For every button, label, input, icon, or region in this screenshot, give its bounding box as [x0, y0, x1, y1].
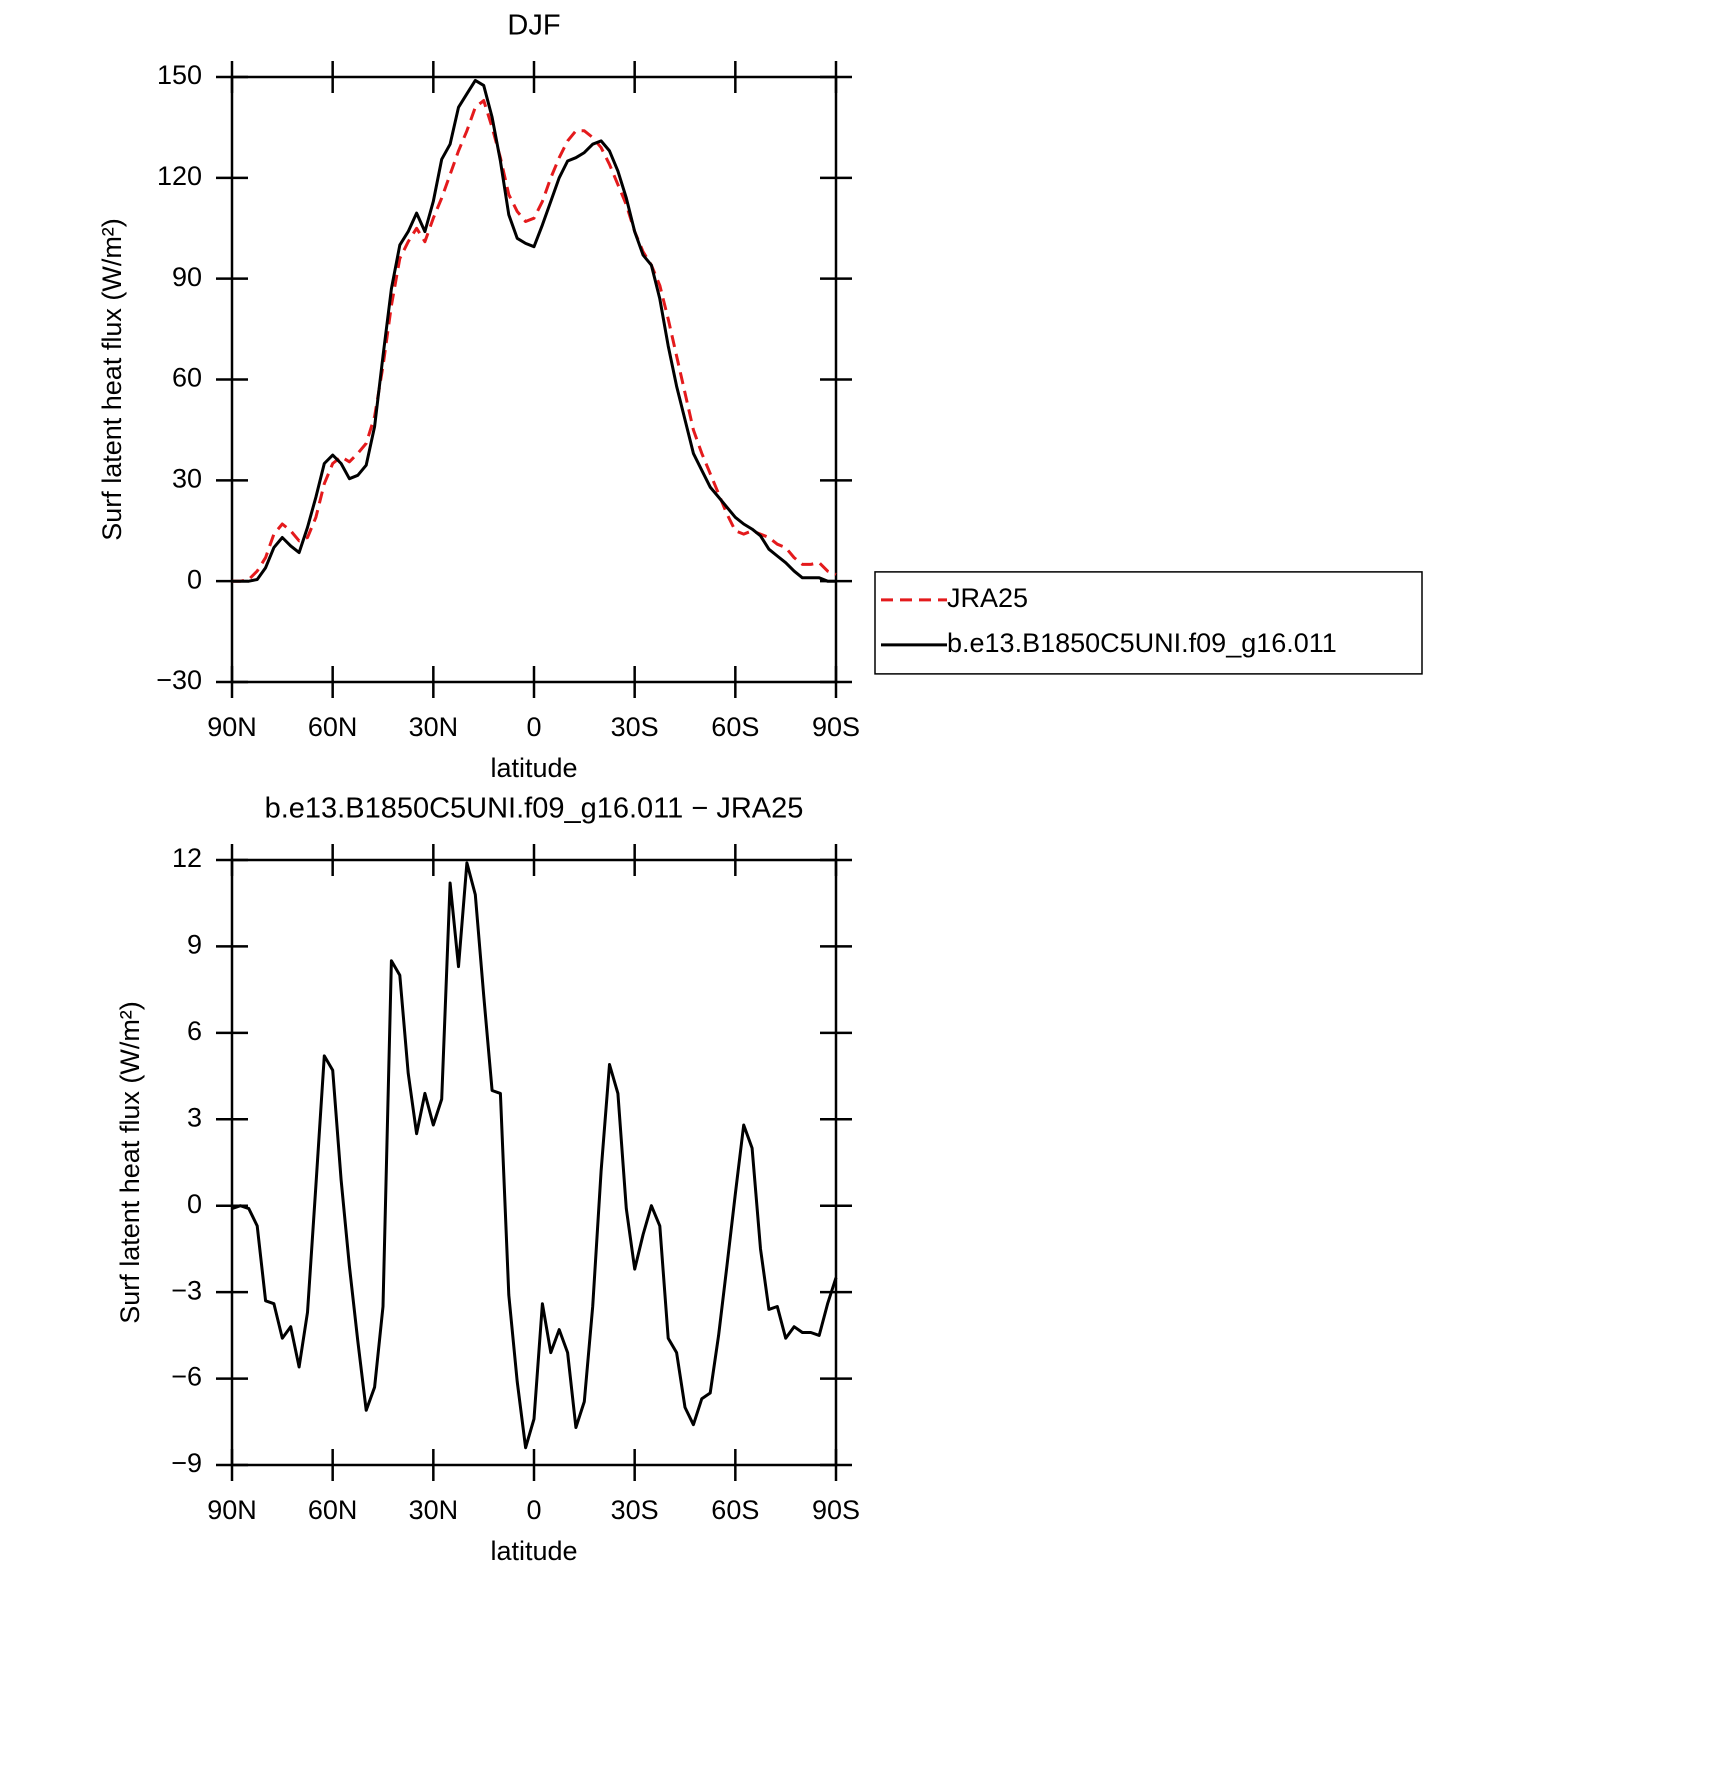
x-tick-label: 30S	[611, 1495, 659, 1525]
y-tick-label: 30	[172, 463, 202, 493]
y-axis-label: Surf latent heat flux (W/m²)	[115, 1001, 145, 1324]
legend-label: JRA25	[947, 583, 1028, 613]
plot-frame	[230, 858, 838, 1467]
y-tick-label: 90	[172, 262, 202, 292]
y-tick-label: −30	[156, 665, 202, 695]
x-tick-label: 60N	[308, 712, 358, 742]
legend: JRA25 b.e13.B1850C5UNI.f09_g16.011	[874, 571, 1423, 675]
y-tick-label: 0	[187, 564, 202, 594]
y-tick-label: 3	[187, 1102, 202, 1132]
x-tick-label: 60N	[308, 1495, 358, 1525]
chart-title: b.e13.B1850C5UNI.f09_g16.011 − JRA25	[265, 793, 804, 825]
y-tick-label: 120	[157, 161, 202, 191]
y-tick-label: −9	[171, 1448, 202, 1478]
y-axis-label: Surf latent heat flux (W/m²)	[97, 218, 127, 541]
x-tick-label: 60S	[711, 712, 759, 742]
y-tick-label: 12	[172, 843, 202, 873]
x-axis-label: latitude	[490, 753, 577, 783]
x-tick-label: 30N	[409, 712, 459, 742]
y-tick-label: −3	[171, 1275, 202, 1305]
y-tick-label: 150	[157, 60, 202, 90]
x-tick-label: 0	[526, 712, 541, 742]
data-line	[232, 99, 837, 583]
x-tick-label: 30S	[611, 712, 659, 742]
y-tick-label: 6	[187, 1016, 202, 1046]
legend-label: b.e13.B1850C5UNI.f09_g16.011	[947, 628, 1337, 658]
data-line	[231, 861, 838, 1450]
legend-box	[874, 571, 1423, 675]
x-tick-label: 0	[526, 1495, 541, 1525]
y-tick-label: 0	[187, 1189, 202, 1219]
x-tick-label: 90N	[207, 712, 257, 742]
x-tick-label: 90S	[812, 712, 860, 742]
data-line	[232, 78, 836, 583]
x-tick-label: 90N	[207, 1495, 257, 1525]
x-axis-label: latitude	[490, 1536, 577, 1566]
plot-frame	[230, 75, 838, 684]
x-tick-label: 60S	[711, 1495, 759, 1525]
y-tick-label: −6	[171, 1362, 202, 1392]
x-tick-label: 90S	[812, 1495, 860, 1525]
chart-title: DJF	[507, 10, 560, 42]
y-tick-label: 9	[187, 930, 202, 960]
y-tick-label: 60	[172, 363, 202, 393]
x-tick-label: 30N	[409, 1495, 459, 1525]
